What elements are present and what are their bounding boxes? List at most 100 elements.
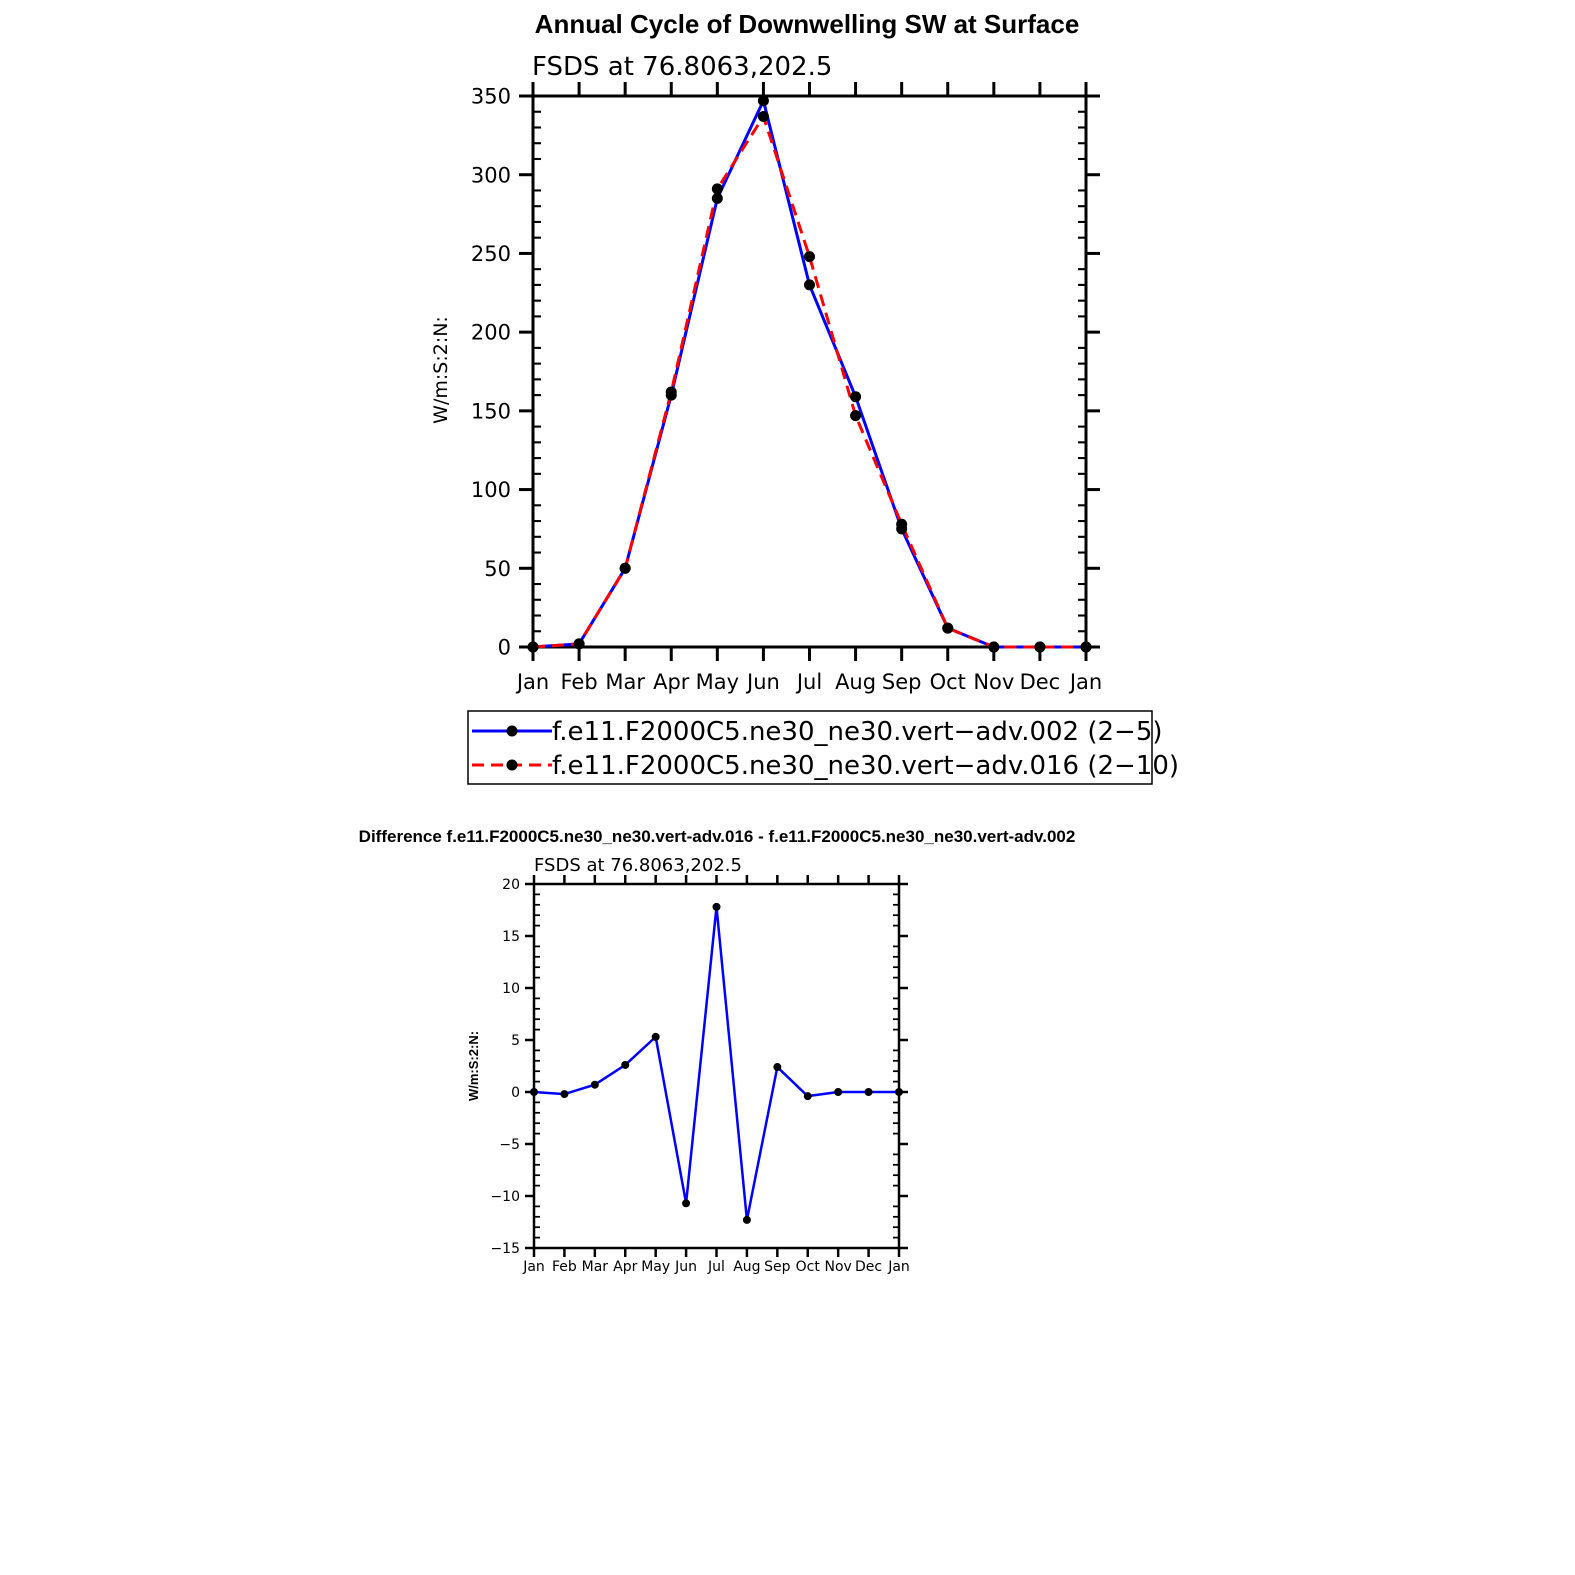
data-point: [773, 1063, 782, 1072]
legend-marker-series-2: [506, 759, 518, 771]
data-point: [527, 641, 539, 653]
x-tick-label: Oct: [930, 670, 966, 694]
y-tick-label: 150: [471, 399, 511, 423]
y-tick-label: 20: [502, 877, 520, 893]
data-point: [942, 622, 954, 634]
data-point: [850, 391, 862, 403]
x-tick-label: Oct: [796, 1259, 821, 1275]
plot-frame: [531, 94, 1088, 649]
series-layer: [527, 95, 1092, 653]
data-point: [711, 192, 723, 204]
x-tick-label: Jul: [707, 1259, 725, 1275]
x-tick-label: Dec: [1020, 670, 1061, 694]
y-tick-label: −10: [490, 1189, 520, 1205]
y-tick-label: 100: [471, 478, 511, 502]
y-tick-labels: 0 50 100 150 200 250 300 350: [471, 85, 511, 660]
y-tick-label: 250: [471, 242, 511, 266]
x-tick-label: May: [696, 670, 739, 694]
y-tick-labels: −15 −10 −5 0 5 10 15 20: [490, 877, 520, 1257]
y-tick-label: 5: [511, 1033, 520, 1049]
data-point: [834, 1088, 843, 1096]
x-tick-label: Feb: [552, 1259, 577, 1275]
data-point: [560, 1090, 569, 1099]
x-tick-label: Aug: [733, 1259, 760, 1275]
data-point: [530, 1088, 538, 1096]
x-tick-label: Jan: [522, 1259, 545, 1275]
data-point: [742, 1215, 751, 1224]
series-line-2: [532, 114, 1086, 649]
axis-ticks: [525, 875, 908, 1257]
plot-frame: [532, 882, 901, 1250]
x-tick-label: Jul: [795, 670, 822, 694]
x-tick-label: May: [641, 1259, 670, 1275]
data-point: [804, 251, 815, 263]
legend: f.e11.F2000C5.ne30_ne30.vert−adv.002 (2−…: [467, 710, 1179, 785]
y-tick-label: −5: [499, 1137, 520, 1153]
series-line-1: [533, 905, 899, 1222]
series-line-1: [532, 99, 1086, 649]
data-point: [712, 902, 721, 911]
data-point: [619, 562, 631, 574]
axis-ticks: [519, 82, 1100, 661]
x-tick-label: Mar: [582, 1259, 609, 1275]
x-tick-label: Apr: [613, 1259, 637, 1275]
data-point: [711, 183, 723, 195]
x-tick-labels: Jan Feb Mar Apr May Jun Jul Aug Sep Oct Nov Dec Jan: [522, 1259, 910, 1275]
x-tick-label: Mar: [605, 670, 645, 694]
data-point: [804, 279, 815, 291]
data-point: [1034, 641, 1046, 653]
x-tick-label: Apr: [653, 670, 690, 694]
legend-label-series-1: f.e11.F2000C5.ne30_ne30.vert−adv.002 (2−…: [552, 717, 1163, 747]
y-tick-label: 50: [484, 557, 511, 581]
y-tick-label: 200: [471, 321, 511, 345]
y-tick-label: 0: [498, 636, 511, 660]
difference-y-axis-label: W/m:S:2:N:: [466, 1031, 481, 1101]
x-tick-label: Jan: [515, 670, 549, 694]
y-tick-label: 15: [502, 929, 520, 945]
y-axis-label: W/m:S:2:N:: [430, 316, 452, 424]
data-point: [757, 95, 769, 107]
x-tick-label: Nov: [973, 670, 1014, 694]
legend-box: [467, 710, 1153, 785]
data-point: [682, 1199, 691, 1208]
data-point: [651, 1032, 660, 1041]
series-layer: [530, 902, 903, 1224]
chart-subtitle: FSDS at 76.8063,202.5: [532, 52, 832, 82]
y-tick-label: −15: [490, 1241, 520, 1257]
x-tick-label: Sep: [764, 1259, 791, 1275]
data-point: [864, 1088, 873, 1096]
x-tick-label: Feb: [560, 670, 597, 694]
x-tick-labels: Jan Feb Mar Apr May Jun Jul Aug Sep Oct Nov Dec Jan: [515, 670, 1102, 694]
x-tick-label: Jun: [674, 1259, 697, 1275]
x-tick-label: Nov: [825, 1259, 852, 1275]
data-point: [988, 641, 1000, 653]
data-point: [573, 638, 585, 650]
data-point: [590, 1080, 599, 1089]
data-point: [1080, 641, 1092, 653]
data-point: [621, 1060, 630, 1069]
y-tick-label: 10: [502, 981, 520, 997]
data-point: [757, 110, 769, 122]
chart-title: Annual Cycle of Downwelling SW at Surfac…: [535, 9, 1080, 39]
annual-cycle-chart: Annual Cycle of Downwelling SW at Surfac…: [430, 9, 1179, 785]
difference-chart: Difference f.e11.F2000C5.ne30_ne30.vert-…: [359, 827, 1076, 1275]
y-tick-label: 300: [471, 163, 511, 187]
difference-subtitle: FSDS at 76.8063,202.5: [534, 855, 742, 876]
x-tick-label: Jun: [745, 670, 780, 694]
y-tick-label: 350: [471, 85, 511, 109]
data-point: [850, 410, 862, 422]
data-point: [896, 518, 908, 530]
x-tick-label: Aug: [835, 670, 876, 694]
difference-title: Difference f.e11.F2000C5.ne30_ne30.vert-…: [359, 827, 1076, 846]
legend-marker-series-1: [506, 725, 518, 737]
x-tick-label: Dec: [855, 1259, 882, 1275]
data-point: [665, 386, 677, 398]
data-point: [803, 1092, 812, 1101]
x-tick-label: Jan: [1068, 670, 1102, 694]
data-point: [895, 1088, 903, 1096]
y-tick-label: 0: [511, 1085, 520, 1101]
x-tick-label: Jan: [887, 1259, 910, 1275]
x-tick-label: Sep: [882, 670, 922, 694]
legend-label-series-2: f.e11.F2000C5.ne30_ne30.vert−adv.016 (2−…: [552, 751, 1179, 781]
